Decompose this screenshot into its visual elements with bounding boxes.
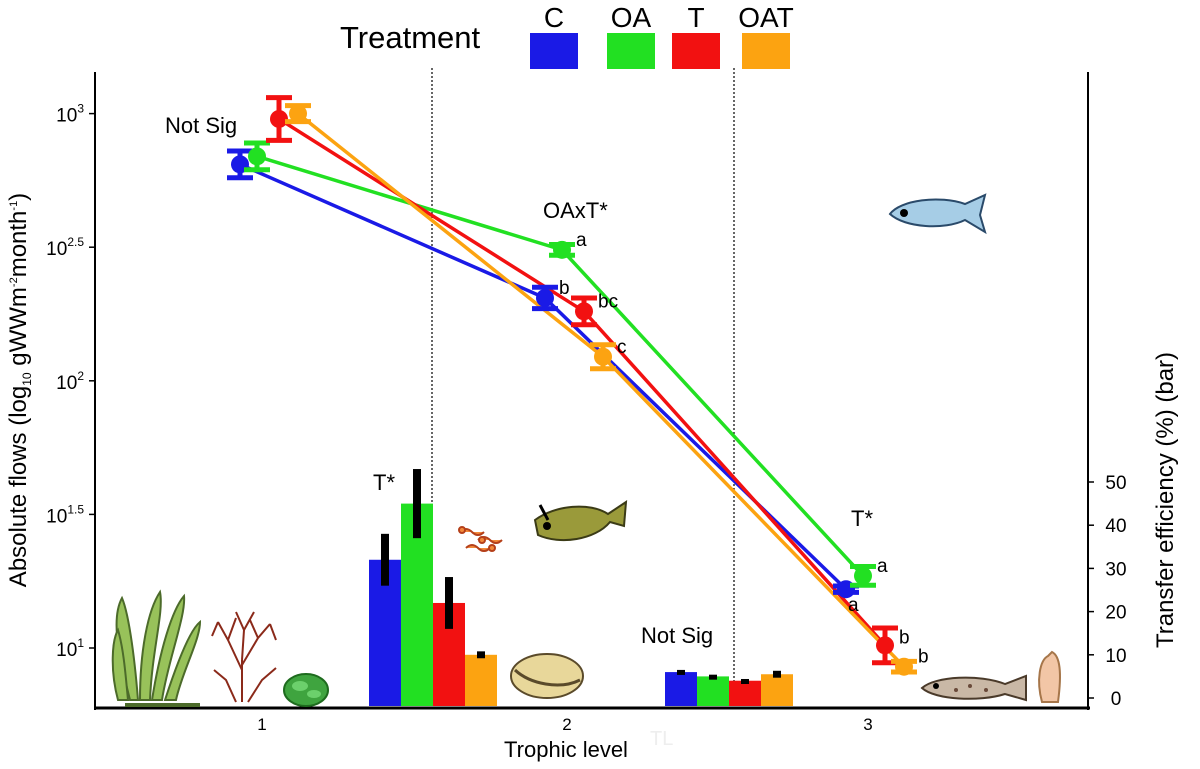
x-tick-label-2: 2 (562, 715, 571, 734)
y2-tick-label: 40 (1105, 516, 1126, 537)
efficiency-errbar-oat-1 (477, 651, 485, 659)
flow-point-t-1 (270, 109, 288, 128)
y-tick-label: 103 (56, 102, 84, 127)
y2-tick-label: 20 (1105, 603, 1126, 624)
efficiency-errbar-t-2 (741, 678, 749, 684)
efficiency-bar-c-2 (665, 672, 697, 706)
flow-point-oa-1 (248, 147, 266, 166)
y-tick-label: 102.5 (46, 235, 84, 260)
flow-point-oat-1 (289, 104, 307, 123)
x-axis-title: Trophic level (504, 737, 628, 762)
flow-point-oa-2 (553, 240, 571, 259)
flow-letter-c-2: b (559, 278, 570, 299)
flow-point-t-2 (575, 302, 593, 321)
y2-tick-label: 0 (1111, 689, 1122, 710)
y2-axis-title: Transfer efficiency (%) (bar) (1152, 352, 1179, 648)
annotation-level3: T* (851, 506, 873, 531)
legend-label-c: C (544, 2, 564, 33)
efficiency-bar-oa-2 (697, 676, 729, 706)
amphipod-illustration (458, 526, 503, 552)
efficiency-bars (369, 469, 793, 706)
y2-axis-ticks: 0 10 20 30 40 50 (1088, 473, 1127, 710)
annotation-level1: Not Sig (165, 113, 237, 138)
y2-tick-label: 50 (1105, 473, 1126, 494)
y-axis-title-unit: gWWm (5, 287, 32, 372)
y-axis-title-unit2: month (5, 211, 32, 278)
efficiency-errbar-c-2 (677, 669, 685, 675)
x-axis-ticks: 1 2 3 (257, 715, 872, 734)
y-axis-title-sup1: -2 (8, 277, 20, 287)
flow-letter-oat-2: c (617, 337, 627, 358)
legend-swatch-oat (742, 33, 790, 69)
y-axis-title-sup2: -1 (8, 201, 20, 211)
flow-letter-t-2: bc (598, 291, 618, 312)
y-tick-label: 102 (56, 369, 84, 394)
efficiency-bar-t-2 (729, 680, 761, 706)
efficiency-errbar-oat-2 (773, 670, 781, 678)
legend-swatch-c (530, 33, 578, 69)
flow-lines (239, 112, 906, 668)
x-tick-label-1: 1 (257, 715, 266, 734)
efficiency-bar-oat-1 (465, 654, 497, 706)
y-tick-label: 101 (56, 636, 84, 661)
flow-letter-c-3: a (848, 595, 859, 616)
y-axis-title: Absolute flows (log10 gWWm-2month-1) (5, 193, 34, 587)
sea-slug-illustration (1038, 650, 1061, 703)
legend-label-t: T (687, 2, 704, 33)
y2-tick-label: 30 (1105, 559, 1126, 580)
x-tick-label-3: 3 (863, 715, 872, 734)
efficiency-errbar-oa-1 (413, 469, 421, 539)
y-axis-title-sub: 10 (20, 372, 34, 386)
flow-point-oa-3 (854, 566, 872, 585)
cowrie-illustration (510, 653, 584, 699)
annotation-level2: OAxT* (543, 198, 608, 223)
y-tick-label: 101.5 (46, 502, 84, 527)
legend-title: Treatment (340, 20, 481, 55)
green-algae-illustration (283, 673, 329, 707)
flow-point-oat-3 (895, 657, 913, 676)
y-axis-ticks: 101 101.5 102 102.5 103 (46, 102, 95, 661)
efficiency-bar-oat-2 (761, 674, 793, 706)
green-fish-illustration (533, 500, 628, 542)
goby-illustration (920, 674, 1027, 702)
y-axis-title-close: ) (5, 193, 32, 201)
flow-letter-oa-3: a (877, 556, 888, 577)
blue-fish-illustration (888, 193, 987, 235)
legend-label-oa: OA (611, 2, 652, 33)
legend-label-oat: OAT (738, 2, 793, 33)
legend-swatch-oa (607, 33, 655, 69)
flow-letter-oat-3: b (918, 647, 929, 668)
red-algae-illustration (211, 611, 277, 703)
flow-point-c-2 (536, 288, 554, 307)
efficiency-errbar-c-1 (381, 533, 389, 586)
y-axis-title-main: Absolute flows (log (5, 386, 32, 587)
annotation-eff-1-2: T* (373, 470, 395, 495)
seagrass-illustration (111, 589, 202, 707)
efficiency-errbar-t-1 (445, 577, 453, 629)
flow-letter-t-3: b (899, 627, 910, 648)
legend: Treatment C OA T OAT (340, 2, 794, 69)
flow-letter-oa-2: a (576, 230, 587, 251)
y2-tick-label: 10 (1105, 646, 1126, 667)
flow-point-t-3 (876, 636, 894, 655)
flow-point-oat-2 (594, 347, 612, 366)
faint-watermark: TL (650, 728, 673, 750)
annotation-eff-2-3: Not Sig (641, 623, 713, 648)
efficiency-errbar-oa-2 (709, 674, 717, 680)
legend-swatch-t (672, 33, 720, 69)
